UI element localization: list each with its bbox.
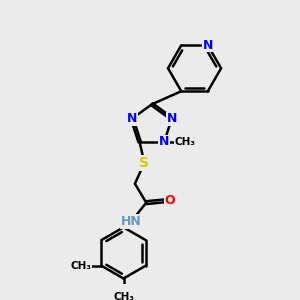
Text: N: N <box>202 39 213 52</box>
Text: CH₃: CH₃ <box>113 292 134 300</box>
Text: S: S <box>140 156 149 170</box>
Text: N: N <box>159 136 169 148</box>
Text: CH₃: CH₃ <box>175 137 196 147</box>
Text: N: N <box>127 112 137 125</box>
Text: N: N <box>167 112 177 125</box>
Text: HN: HN <box>121 215 142 228</box>
Text: CH₃: CH₃ <box>70 261 91 271</box>
Text: O: O <box>165 194 175 207</box>
